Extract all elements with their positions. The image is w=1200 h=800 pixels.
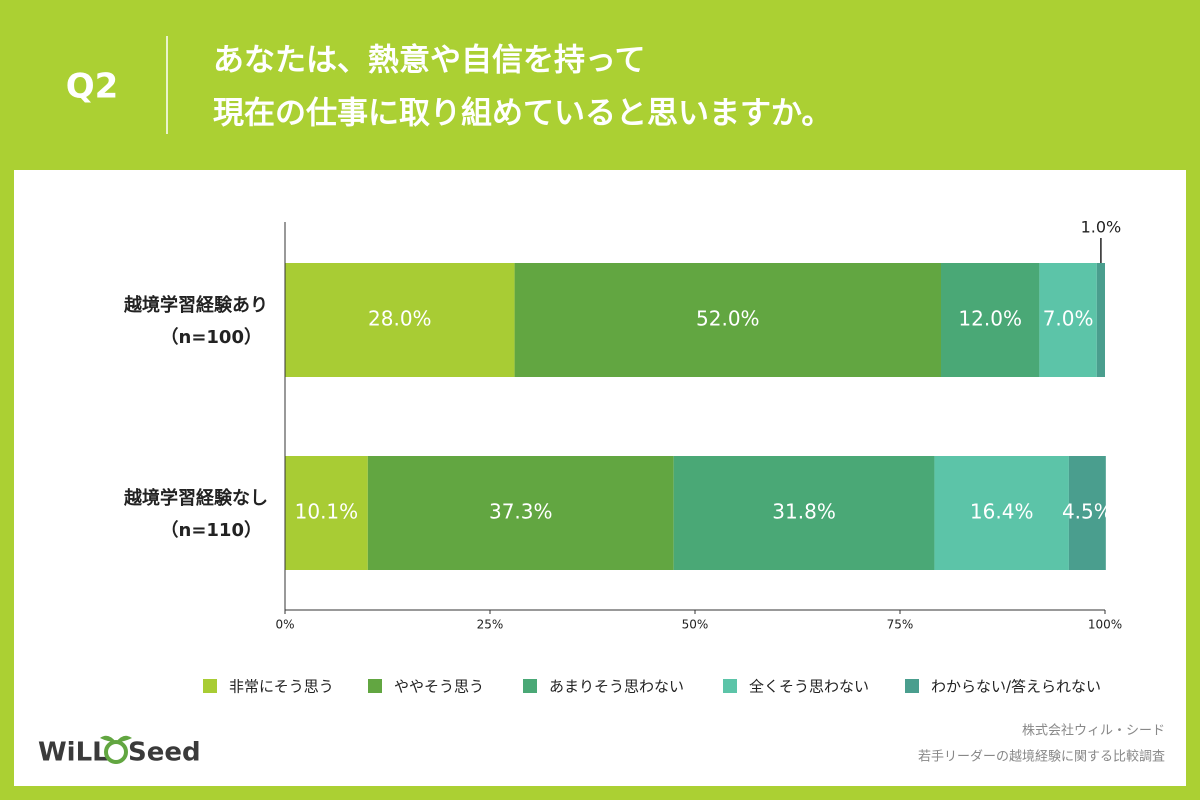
x-tick-label: 100% xyxy=(1088,618,1122,632)
legend-label: 全くそう思わない xyxy=(749,678,869,696)
bar-segment xyxy=(285,456,368,570)
value-label: 1.0% xyxy=(1081,218,1122,237)
value-label: 16.4% xyxy=(970,500,1034,524)
legend-label: 非常にそう思う xyxy=(229,678,334,696)
legend-label: ややそう思う xyxy=(394,678,484,696)
company: 株式会社ウィル・シード xyxy=(1022,723,1165,739)
legend-label: わからない/答えられない xyxy=(931,678,1101,696)
legend-swatch xyxy=(203,679,217,693)
bar-segment xyxy=(934,456,1069,570)
value-label: 12.0% xyxy=(958,307,1022,331)
logo-text: WiLL xyxy=(38,738,109,768)
sample-size: （n=110） xyxy=(161,520,262,541)
bar-segment xyxy=(1068,456,1106,570)
legend-label: あまりそう思わない xyxy=(549,678,684,696)
title-line: あなたは、熱意や自信を持って xyxy=(213,43,645,79)
value-label: 31.8% xyxy=(772,500,836,524)
x-tick-label: 75% xyxy=(887,618,914,632)
bar-segment xyxy=(285,263,515,377)
bar-segment xyxy=(673,456,935,570)
legend-swatch xyxy=(523,679,537,693)
bar-segment xyxy=(941,263,1040,377)
value-label: 7.0% xyxy=(1043,307,1094,331)
value-label: 10.1% xyxy=(295,500,359,524)
value-label: 37.3% xyxy=(489,500,553,524)
legend-swatch xyxy=(905,679,919,693)
legend-swatch xyxy=(368,679,382,693)
value-label: 4.5% xyxy=(1062,500,1113,524)
legend-swatch xyxy=(723,679,737,693)
value-label: 52.0% xyxy=(696,307,760,331)
bar-segment xyxy=(514,263,941,377)
title-line: 現在の仕事に取り組めていると思いますか。 xyxy=(213,96,832,132)
survey-name: 若手リーダーの越境経験に関する比較調査 xyxy=(918,749,1165,765)
x-tick-label: 0% xyxy=(275,618,294,632)
x-tick-label: 50% xyxy=(682,618,709,632)
x-tick-label: 25% xyxy=(477,618,504,632)
category-label: 越境学習経験あり xyxy=(123,294,268,316)
bar-segment xyxy=(367,456,674,570)
bar-segment xyxy=(1039,263,1097,377)
bar-segment xyxy=(1096,263,1105,377)
sample-size: （n=100） xyxy=(161,327,262,348)
category-label: 越境学習経験なし xyxy=(123,487,268,509)
value-label: 28.0% xyxy=(368,307,432,331)
logo-text: Seed xyxy=(128,738,201,768)
logo-leaf xyxy=(100,735,132,742)
question-number: Q2 xyxy=(66,67,119,107)
logo-icon xyxy=(104,740,128,764)
